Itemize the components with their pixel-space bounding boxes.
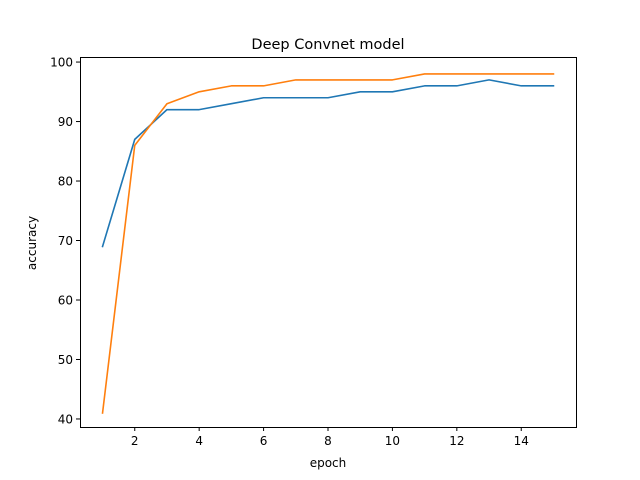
x-axis-label: epoch [310, 456, 347, 470]
y-tick-label: 80 [58, 174, 73, 188]
x-tick-label: 4 [195, 434, 203, 448]
x-tick-label: 14 [514, 434, 529, 448]
y-tick-label: 60 [58, 293, 73, 307]
x-tick-label: 10 [385, 434, 400, 448]
plot-frame [80, 57, 577, 428]
x-tick-label: 2 [131, 434, 139, 448]
y-tick-label: 70 [58, 234, 73, 248]
y-axis-label: accuracy [25, 216, 39, 270]
x-tick-label: 8 [324, 434, 332, 448]
y-axis: 40 50 60 70 80 90 100 [50, 55, 80, 426]
series-line-1 [101, 79, 555, 248]
x-tick-label: 6 [260, 434, 268, 448]
y-tick-label: 50 [58, 353, 73, 367]
plot-area [101, 73, 555, 414]
chart-title: Deep Convnet model [251, 37, 404, 53]
y-tick-label: 90 [58, 115, 73, 129]
y-tick-label: 100 [50, 55, 73, 69]
y-tick-label: 40 [58, 412, 73, 426]
x-tick-label: 12 [449, 434, 464, 448]
series-line-2 [101, 73, 555, 414]
x-axis: 2 4 6 8 10 12 14 [131, 427, 529, 448]
